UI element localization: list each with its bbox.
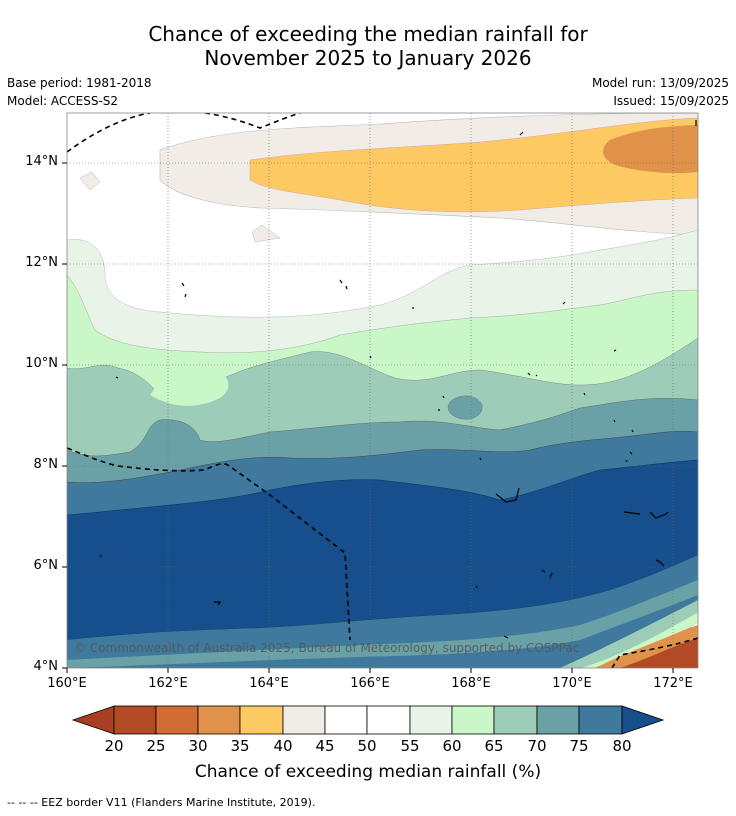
colorbar-label-60: 60 [442, 737, 462, 755]
lat-label-8n: 8°N [33, 457, 59, 472]
meta-left: Base period: 1981-2018 Model: ACCESS-S2 [7, 74, 152, 110]
colorbar-label-35: 35 [230, 737, 250, 755]
axis-ticks [62, 162, 674, 673]
lon-label-164e: 164°E [249, 676, 289, 691]
colorbar-cell-45-50 [324, 705, 368, 735]
band-south-30 [595, 625, 698, 668]
lat-label-10n: 10°N [25, 356, 58, 371]
eez-footnote: -- -- -- EEZ border V11 (Flanders Marine… [7, 796, 316, 809]
model-name: Model: ACCESS-S2 [7, 94, 119, 108]
colorbar-cell-25-30 [155, 705, 199, 735]
colorbar-cell-60-65 [451, 705, 495, 735]
colorbar-label-40: 40 [273, 737, 293, 755]
lon-label-160e: 160°E [47, 676, 87, 691]
colorbar-cell-20-25 [113, 705, 157, 735]
colorbar-cell-40-45 [282, 705, 326, 735]
colorbar-low-arrow [71, 705, 115, 735]
colorbar-label-65: 65 [484, 737, 504, 755]
band-south-70 [67, 580, 698, 668]
lat-label-14n: 14°N [25, 154, 58, 169]
lon-label-170e: 170°E [552, 676, 592, 691]
band-south-75 [67, 555, 698, 660]
model-run: Model run: 13/09/2025 [591, 76, 729, 90]
lon-label-168e: 168°E [451, 676, 491, 691]
rainfall-field [67, 113, 698, 668]
colorbar-cell-35-40 [239, 705, 284, 735]
colorbar-label-20: 20 [104, 737, 124, 755]
colorbar-label-30: 30 [188, 737, 208, 755]
band-35-north [249, 117, 698, 213]
colorbar [71, 705, 665, 735]
colorbar-cell-55-60 [409, 705, 453, 735]
colorbar-label-75: 75 [569, 737, 589, 755]
colorbar-cell-30-35 [197, 705, 241, 735]
copyright-notice: © Commonwealth of Australia 2025, Bureau… [74, 641, 580, 655]
lat-label-4n: 4°N [33, 659, 59, 674]
meta-right: Model run: 13/09/2025 Issued: 15/09/2025 [592, 74, 729, 110]
gridlines [67, 113, 698, 668]
title-line-1: Chance of exceeding the median rainfall … [148, 22, 588, 46]
colorbar-label-50: 50 [357, 737, 377, 755]
colorbar-label-45: 45 [315, 737, 335, 755]
lon-label-166e: 166°E [350, 676, 390, 691]
colorbar-cell-65-70 [493, 705, 538, 735]
colorbar-title: Chance of exceeding median rainfall (%) [194, 762, 542, 782]
colorbar-cell-50-55 [366, 705, 411, 735]
chart-title: Chance of exceeding the median rainfall … [0, 22, 736, 70]
band-60-65-interior [150, 370, 229, 406]
map-frame [66, 112, 699, 669]
lon-label-172e: 172°E [653, 676, 693, 691]
colorbar-label-80: 80 [612, 737, 632, 755]
lat-label-6n: 6°N [33, 558, 59, 573]
band-30-north [603, 125, 698, 174]
colorbar-label-55: 55 [400, 737, 420, 755]
islands [99, 120, 697, 639]
colorbar-cell-70-75 [536, 705, 580, 735]
band-70-75-spot [447, 395, 483, 420]
band-south-25 [620, 638, 698, 668]
band-45-islet [79, 171, 101, 191]
colorbar-label-70: 70 [527, 737, 547, 755]
issued-date: Issued: 15/09/2025 [613, 94, 729, 108]
eez-border [67, 113, 698, 668]
base-period: Base period: 1981-2018 [7, 76, 152, 90]
lat-label-12n: 12°N [25, 255, 58, 270]
colorbar-cell-75-80 [578, 705, 623, 735]
title-line-2: November 2025 to January 2026 [204, 46, 532, 70]
band-45-islet-2 [251, 224, 281, 243]
colorbar-label-25: 25 [146, 737, 166, 755]
lon-label-162e: 162°E [148, 676, 188, 691]
colorbar-high-arrow [621, 705, 665, 735]
